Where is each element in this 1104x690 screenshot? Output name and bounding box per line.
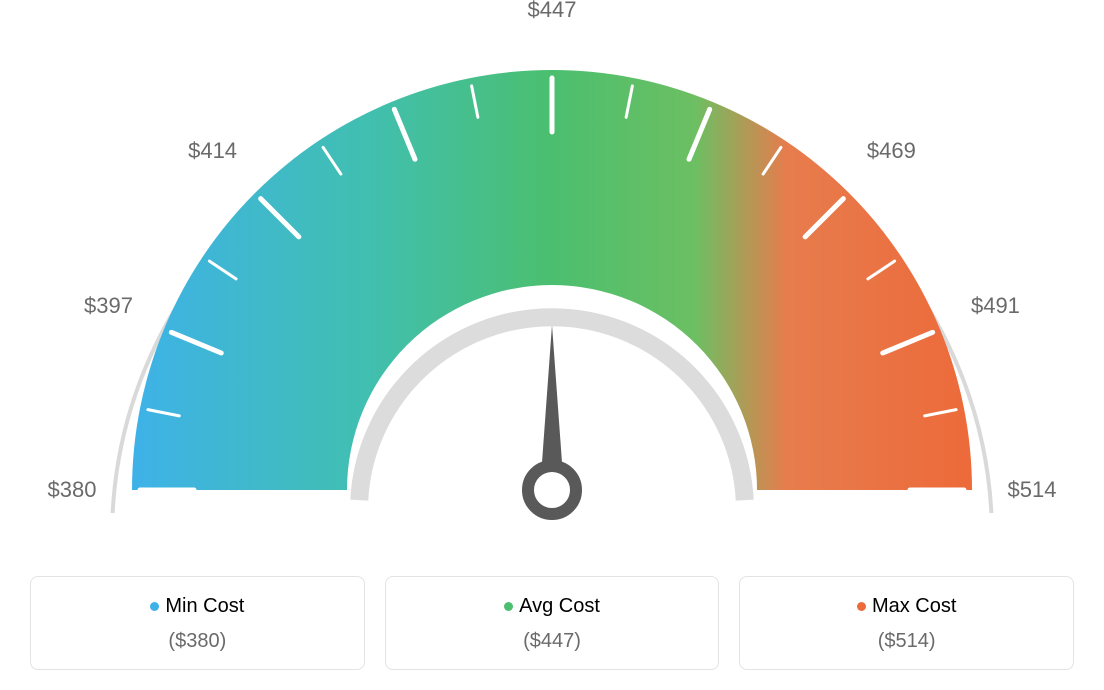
legend-dot-max <box>857 602 866 611</box>
gauge-tick-label: $469 <box>867 138 916 164</box>
legend-title-max: Max Cost <box>750 595 1063 618</box>
legend-title-min-text: Min Cost <box>165 595 244 617</box>
gauge-tick-label: $491 <box>971 293 1020 319</box>
legend-dot-avg <box>504 602 513 611</box>
legend-title-avg-text: Avg Cost <box>519 595 600 617</box>
legend-value-max: ($514) <box>750 630 1063 653</box>
gauge-tick-label: $380 <box>48 477 97 503</box>
chart-container: $380 $397 $414 $447 $469 $491 $514 Min Cost ($… <box>0 0 1104 690</box>
gauge-tick-label: $397 <box>84 293 133 319</box>
legend-dot-min <box>150 602 159 611</box>
legend-title-avg: Avg Cost <box>396 595 709 618</box>
legend-value-min: ($380) <box>41 630 354 653</box>
legend-card-avg: Avg Cost ($447) <box>385 576 720 670</box>
gauge-tick-label: $514 <box>1008 477 1057 503</box>
gauge-area: $380 $397 $414 $447 $469 $491 $514 <box>0 0 1104 560</box>
legend-card-max: Max Cost ($514) <box>739 576 1074 670</box>
legend-row: Min Cost ($380) Avg Cost ($447) Max Cost… <box>0 576 1104 670</box>
gauge-svg <box>0 0 1104 560</box>
gauge-tick-label: $414 <box>188 138 237 164</box>
legend-value-avg: ($447) <box>396 630 709 653</box>
legend-title-min: Min Cost <box>41 595 354 618</box>
legend-title-max-text: Max Cost <box>872 595 956 617</box>
gauge-tick-label: $447 <box>528 0 577 23</box>
legend-card-min: Min Cost ($380) <box>30 576 365 670</box>
